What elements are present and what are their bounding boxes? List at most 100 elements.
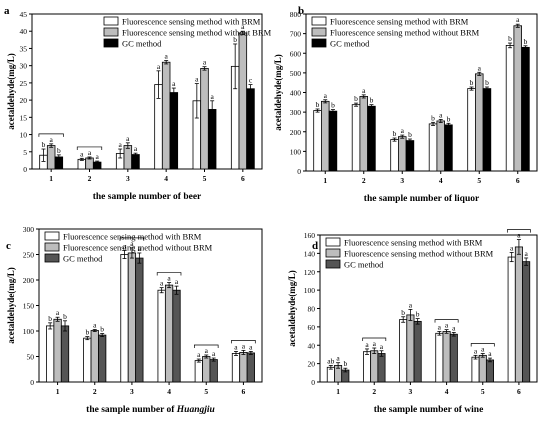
bar (246, 88, 255, 170)
legend-swatch (103, 38, 119, 48)
y-tick-label: 300 (23, 225, 35, 234)
significance-letter: a (175, 277, 179, 286)
group-bracket (38, 133, 64, 137)
bar (449, 333, 458, 383)
significance-letter: a (118, 140, 122, 149)
bar (514, 246, 523, 383)
bar (467, 88, 476, 172)
x-tick-label: 1 (336, 387, 340, 396)
bar (413, 320, 422, 383)
y-tick-label: 100 (23, 327, 35, 336)
significance-letter: a (195, 75, 199, 84)
significance-letter: a (80, 149, 84, 158)
significance-letter: b (524, 37, 528, 46)
y-tick-label: 250 (23, 251, 35, 260)
significance-letter: a (167, 274, 171, 283)
x-tick-label: 5 (481, 387, 485, 396)
bar (436, 120, 445, 172)
bar (390, 139, 399, 172)
significance-letter: a (517, 231, 521, 240)
x-tick-label: 4 (164, 174, 168, 183)
x-axis-label-term: Huangjiu (176, 405, 215, 415)
x-tick-label: 5 (204, 387, 208, 396)
x-tick-label: 3 (400, 176, 404, 185)
significance-letter: a (474, 346, 478, 355)
group-bracket (156, 272, 182, 276)
plot-frame (31, 13, 263, 170)
x-axis-label-prefix: the sample number of (364, 194, 455, 204)
y-tick-label: 160 (304, 231, 316, 240)
significance-letter: b (447, 114, 451, 123)
significance-letter: c (249, 76, 253, 85)
group-bracket (119, 237, 145, 241)
bar (135, 257, 144, 383)
significance-letter: b (42, 140, 46, 149)
significance-letter: b (316, 100, 320, 109)
chart-panel-d: d 0 20 40 60 80 100 120 140 160 acetaldehyde(mg/L)… (287, 229, 538, 415)
y-tick-label: 400 (290, 89, 302, 98)
legend-swatch (325, 248, 341, 258)
bar (98, 334, 107, 383)
x-axis-label-prefix: the sample number of (93, 192, 184, 202)
bar (77, 158, 87, 170)
legend-swatch (311, 16, 327, 26)
significance-letter: b (354, 94, 358, 103)
y-tick-label: 0 (311, 378, 315, 387)
bar (246, 352, 255, 383)
x-axis-label: the sample number of beer (93, 192, 202, 202)
group-bracket (194, 344, 219, 348)
y-tick-label: 100 (290, 147, 302, 156)
significance-letter: a (56, 308, 60, 317)
panel-label: c (6, 240, 11, 252)
y-axis-label: acetaldehyde(mg/L) (287, 270, 297, 347)
x-tick-label: 6 (516, 176, 520, 185)
significance-letter: a (172, 79, 176, 88)
y-tick-label: 140 (304, 249, 316, 258)
y-tick-label: 0 (23, 165, 27, 174)
significance-letter: b (100, 325, 104, 334)
significance-letter: a (439, 110, 443, 119)
legend-entry: Fluorescence sensing method with BRM (330, 17, 469, 27)
bar (231, 353, 241, 383)
significance-letter: a (210, 92, 214, 101)
bar (320, 100, 330, 172)
significance-letter: b (63, 312, 67, 321)
bar (521, 46, 530, 172)
significance-letter: b (485, 78, 489, 87)
legend-swatch (44, 231, 60, 241)
y-tick-label: 20 (308, 360, 316, 369)
x-tick-label: 1 (323, 176, 327, 185)
bar (83, 337, 92, 383)
bar (435, 332, 444, 383)
significance-letter: b (401, 308, 405, 317)
panel-label: d (312, 240, 318, 252)
y-tick-label: 700 (290, 30, 302, 39)
significance-letter: a (478, 63, 482, 72)
significance-letter: a (401, 126, 405, 135)
bar (505, 45, 515, 172)
x-tick-label: 4 (167, 387, 171, 396)
y-tick-label: 50 (27, 353, 35, 362)
significance-letter: a (157, 62, 161, 71)
significance-letter: b (470, 78, 474, 87)
significance-letter: b (416, 310, 420, 319)
legend-swatch (103, 16, 119, 26)
x-axis-label: the sample number of Huangjiu (86, 405, 215, 415)
y-tick-label: 5 (23, 148, 27, 157)
significance-letter: a (160, 279, 164, 288)
bar (239, 352, 248, 383)
bar (351, 104, 361, 172)
y-tick-label: 45 (20, 10, 28, 19)
legend-entry: Fluorescence sensing method without BRM (122, 28, 272, 38)
significance-letter: a (93, 320, 97, 329)
bar (474, 73, 484, 172)
bar (164, 284, 174, 383)
x-tick-label: 2 (93, 387, 97, 396)
significance-letter: a (445, 321, 449, 330)
significance-letter: b (393, 129, 397, 138)
y-tick-label: 500 (290, 69, 302, 78)
significance-letter: b (370, 96, 374, 105)
significance-letter: a (362, 86, 366, 95)
bar (238, 32, 248, 170)
